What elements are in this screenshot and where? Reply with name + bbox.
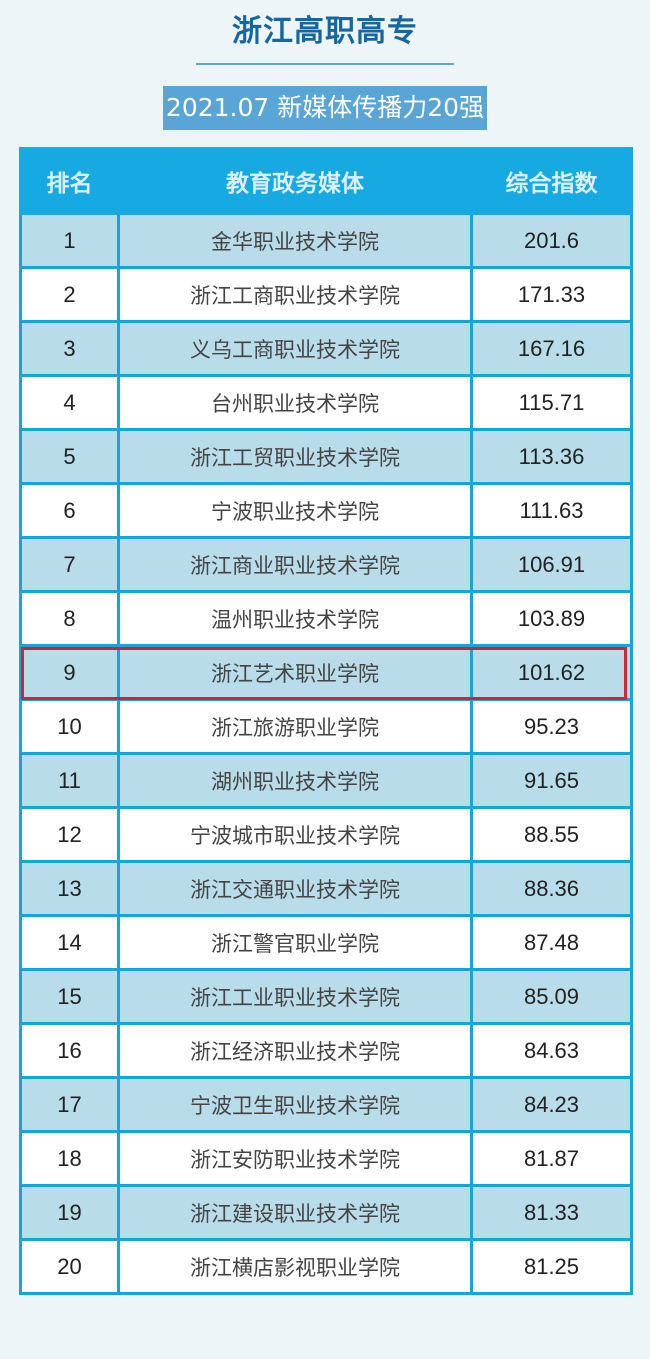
table-row: 12 宁波城市职业技术学院 88.55 bbox=[19, 806, 633, 863]
table-row: 11 湖州职业技术学院 91.65 bbox=[19, 752, 633, 809]
media-name-cell: 宁波城市职业技术学院 bbox=[117, 806, 473, 863]
rank-cell: 17 bbox=[19, 1076, 120, 1133]
media-name-cell: 浙江商业职业技术学院 bbox=[117, 536, 473, 593]
rank-cell: 8 bbox=[19, 590, 120, 647]
table-row: 5 浙江工贸职业技术学院 113.36 bbox=[19, 428, 633, 485]
media-name-cell: 温州职业技术学院 bbox=[117, 590, 473, 647]
score-cell: 111.63 bbox=[470, 482, 633, 539]
table-row: 9 浙江艺术职业学院 101.62 bbox=[19, 644, 633, 701]
media-name-cell: 浙江工商职业技术学院 bbox=[117, 266, 473, 323]
score-cell: 88.55 bbox=[470, 806, 633, 863]
media-name-cell: 浙江横店影视职业学院 bbox=[117, 1238, 473, 1295]
score-cell: 88.36 bbox=[470, 860, 633, 917]
rank-cell: 1 bbox=[19, 212, 120, 269]
score-cell: 87.48 bbox=[470, 914, 633, 971]
score-cell: 95.23 bbox=[470, 698, 633, 755]
media-name-cell: 湖州职业技术学院 bbox=[117, 752, 473, 809]
rank-cell: 14 bbox=[19, 914, 120, 971]
header-media: 教育政务媒体 bbox=[117, 147, 473, 215]
table-row: 14 浙江警官职业学院 87.48 bbox=[19, 914, 633, 971]
table-row: 7 浙江商业职业技术学院 106.91 bbox=[19, 536, 633, 593]
rank-cell: 18 bbox=[19, 1130, 120, 1187]
media-name-cell: 浙江旅游职业学院 bbox=[117, 698, 473, 755]
subtitle: 2021.07 新媒体传播力20强 bbox=[162, 86, 488, 130]
ranking-table: 排名 教育政务媒体 综合指数 1 金华职业技术学院 201.6 2 浙江工商职业技术学院… bbox=[19, 147, 633, 1295]
media-name-cell: 台州职业技术学院 bbox=[117, 374, 473, 431]
table-row: 4 台州职业技术学院 115.71 bbox=[19, 374, 633, 431]
table-row: 18 浙江安防职业技术学院 81.87 bbox=[19, 1130, 633, 1187]
table-row: 3 义乌工商职业技术学院 167.16 bbox=[19, 320, 633, 377]
rank-cell: 3 bbox=[19, 320, 120, 377]
table-row: 13 浙江交通职业技术学院 88.36 bbox=[19, 860, 633, 917]
media-name-cell: 浙江建设职业技术学院 bbox=[117, 1184, 473, 1241]
rank-cell: 5 bbox=[19, 428, 120, 485]
table-header-row: 排名 教育政务媒体 综合指数 bbox=[19, 147, 633, 215]
table-body: 1 金华职业技术学院 201.6 2 浙江工商职业技术学院 171.33 3 义乌工商职业技术… bbox=[19, 212, 633, 1295]
rank-cell: 2 bbox=[19, 266, 120, 323]
table-row: 10 浙江旅游职业学院 95.23 bbox=[19, 698, 633, 755]
score-cell: 171.33 bbox=[470, 266, 633, 323]
table-row: 6 宁波职业技术学院 111.63 bbox=[19, 482, 633, 539]
score-cell: 85.09 bbox=[470, 968, 633, 1025]
title-divider bbox=[196, 63, 454, 65]
media-name-cell: 浙江工贸职业技术学院 bbox=[117, 428, 473, 485]
media-name-cell: 浙江交通职业技术学院 bbox=[117, 860, 473, 917]
rank-cell: 15 bbox=[19, 968, 120, 1025]
score-cell: 81.25 bbox=[470, 1238, 633, 1295]
media-name-cell: 宁波职业技术学院 bbox=[117, 482, 473, 539]
media-name-cell: 浙江警官职业学院 bbox=[117, 914, 473, 971]
rank-cell: 13 bbox=[19, 860, 120, 917]
score-cell: 81.33 bbox=[470, 1184, 633, 1241]
media-name-cell: 浙江安防职业技术学院 bbox=[117, 1130, 473, 1187]
score-cell: 101.62 bbox=[470, 644, 633, 701]
media-name-cell: 义乌工商职业技术学院 bbox=[117, 320, 473, 377]
subtitle-wrap: 2021.07 新媒体传播力20强 bbox=[0, 86, 650, 130]
rank-cell: 19 bbox=[19, 1184, 120, 1241]
rank-cell: 11 bbox=[19, 752, 120, 809]
score-cell: 103.89 bbox=[470, 590, 633, 647]
rank-cell: 6 bbox=[19, 482, 120, 539]
header-score: 综合指数 bbox=[470, 147, 633, 215]
table-row: 20 浙江横店影视职业学院 81.25 bbox=[19, 1238, 633, 1295]
table-row: 17 宁波卫生职业技术学院 84.23 bbox=[19, 1076, 633, 1133]
rank-cell: 9 bbox=[19, 644, 120, 701]
media-name-cell: 浙江经济职业技术学院 bbox=[117, 1022, 473, 1079]
table-row: 1 金华职业技术学院 201.6 bbox=[19, 212, 633, 269]
score-cell: 84.23 bbox=[470, 1076, 633, 1133]
media-name-cell: 浙江工业职业技术学院 bbox=[117, 968, 473, 1025]
media-name-cell: 金华职业技术学院 bbox=[117, 212, 473, 269]
rank-cell: 16 bbox=[19, 1022, 120, 1079]
table-row: 8 温州职业技术学院 103.89 bbox=[19, 590, 633, 647]
score-cell: 91.65 bbox=[470, 752, 633, 809]
score-cell: 115.71 bbox=[470, 374, 633, 431]
rank-cell: 20 bbox=[19, 1238, 120, 1295]
score-cell: 201.6 bbox=[470, 212, 633, 269]
header-rank: 排名 bbox=[19, 147, 120, 215]
score-cell: 167.16 bbox=[470, 320, 633, 377]
media-name-cell: 宁波卫生职业技术学院 bbox=[117, 1076, 473, 1133]
score-cell: 113.36 bbox=[470, 428, 633, 485]
table-row: 19 浙江建设职业技术学院 81.33 bbox=[19, 1184, 633, 1241]
rank-cell: 7 bbox=[19, 536, 120, 593]
table-row: 15 浙江工业职业技术学院 85.09 bbox=[19, 968, 633, 1025]
rank-cell: 10 bbox=[19, 698, 120, 755]
score-cell: 84.63 bbox=[470, 1022, 633, 1079]
page-title: 浙江高职高专 bbox=[232, 14, 418, 49]
media-name-cell: 浙江艺术职业学院 bbox=[117, 644, 473, 701]
score-cell: 81.87 bbox=[470, 1130, 633, 1187]
table-row: 2 浙江工商职业技术学院 171.33 bbox=[19, 266, 633, 323]
table-row: 16 浙江经济职业技术学院 84.63 bbox=[19, 1022, 633, 1079]
rank-cell: 12 bbox=[19, 806, 120, 863]
rank-cell: 4 bbox=[19, 374, 120, 431]
score-cell: 106.91 bbox=[470, 536, 633, 593]
